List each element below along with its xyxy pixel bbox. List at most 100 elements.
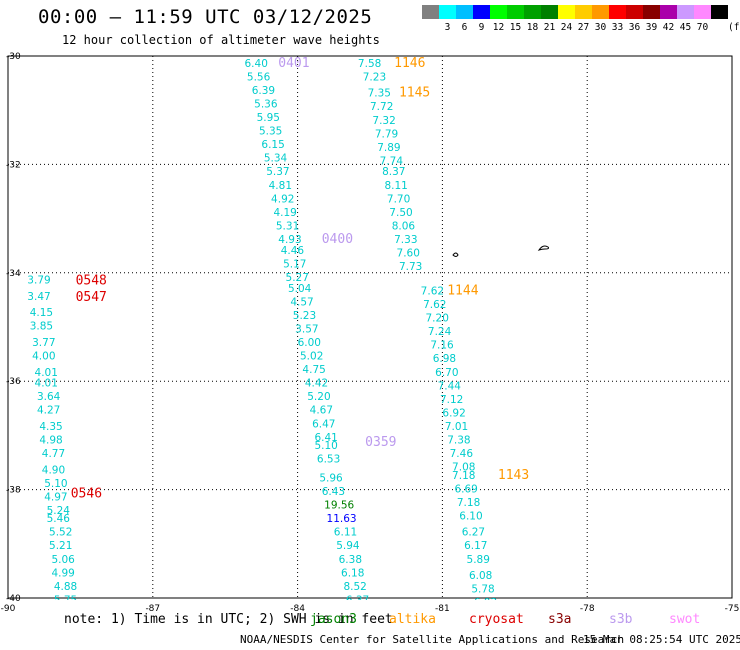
color-scale-label: 21 (543, 22, 556, 33)
wave-height-value: 7.79 (375, 128, 398, 140)
color-scale-label: 24 (560, 22, 573, 33)
wave-height-value: 4.99 (51, 567, 74, 579)
wave-height-value: 6.38 (339, 554, 362, 566)
wave-height-value: 7.35 (368, 88, 391, 100)
color-scale-label: 33 (611, 22, 624, 33)
wave-height-value: 7.23 (363, 71, 386, 83)
wave-height-value: 6.43 (322, 486, 345, 498)
wave-height-value: 7.33 (394, 234, 417, 246)
lat-tick-label: -38 (6, 486, 21, 496)
pass-time-label: 0400 (322, 232, 353, 247)
wave-height-value: 7.18 (452, 470, 475, 482)
wave-height-value: 4.92 (271, 193, 294, 205)
color-scale-label: 39 (645, 22, 658, 33)
wave-height-value: 7.46 (450, 448, 474, 460)
wave-height-value: 4.77 (42, 448, 65, 460)
satellite-label-s3a: s3a (548, 612, 572, 627)
credit-line: NOAA/NESDIS Center for Satellite Applica… (240, 633, 625, 646)
wave-height-value: 4.97 (44, 491, 67, 503)
map-frame (7, 55, 733, 599)
color-swatch (422, 5, 439, 19)
wave-height-value: 5.23 (293, 310, 316, 322)
wave-height-value: 3.57 (295, 323, 318, 335)
lon-tick-label: -90 (1, 604, 16, 614)
generated-timestamp: 15 Mar 08:25:54 UTC 2025 (583, 633, 740, 646)
color-swatch (456, 5, 473, 19)
color-swatch (575, 5, 592, 19)
wave-height-value: 6.10 (459, 510, 482, 522)
wave-height-value: 5.56 (247, 71, 271, 83)
wave-height-value: 6.18 (341, 567, 364, 579)
wave-height-value: 7.18 (457, 497, 480, 509)
wave-height-value: 4.00 (32, 351, 55, 363)
wave-height-value: 3.47 (27, 291, 50, 303)
wave-height-value: 6.41 (314, 432, 337, 444)
wave-height-value: 6.27 (462, 527, 485, 539)
wave-height-value: 5.89 (467, 554, 490, 566)
wave-height-value: 6.69 (454, 483, 477, 495)
wave-height-value: 4.90 (42, 464, 65, 476)
color-scale-label: 9 (478, 22, 485, 33)
color-swatch (643, 5, 660, 19)
wave-height-value: 3.77 (32, 337, 55, 349)
color-swatch (609, 5, 626, 19)
wave-height-value: 7.20 (426, 313, 449, 325)
wave-height-value: 6.40 (245, 58, 268, 70)
color-scale-label: 42 (662, 22, 675, 33)
wave-height-value: 7.60 (397, 248, 420, 260)
color-swatch (439, 5, 456, 19)
wave-height-value: 5.04 (288, 283, 312, 295)
color-scale-label: 30 (594, 22, 607, 33)
lon-tick-label: -78 (580, 604, 595, 614)
wave-height-value: 6.47 (312, 418, 335, 430)
wave-height-value: 4.81 (269, 180, 292, 192)
wave-height-value: 5.35 (259, 126, 282, 138)
pass-time-label: 0547 (76, 290, 107, 305)
wave-height-value: 4.15 (30, 307, 53, 319)
island-outline (452, 252, 459, 257)
wave-height-value: 5.20 (307, 391, 330, 403)
wave-height-value: 4.42 (305, 378, 328, 390)
color-swatch (524, 5, 541, 19)
wave-height-value: 7.01 (445, 421, 468, 433)
wave-height-value: 5.21 (49, 540, 72, 552)
pass-time-label: 1145 (399, 86, 430, 101)
lon-tick-label: -81 (435, 604, 450, 614)
wave-height-value: 7.44 (438, 380, 462, 392)
wave-height-value: 5.78 (471, 584, 494, 596)
wave-height-value: 6.92 (442, 407, 465, 419)
wave-height-value: 7.38 (447, 435, 470, 447)
satellite-label-jason3: jason3 (310, 612, 357, 627)
wave-height-value: 6.00 (298, 337, 321, 349)
pass-time-label: 0359 (365, 435, 396, 450)
wave-height-value: 8.06 (392, 220, 416, 232)
color-scale-label: 3 (444, 22, 451, 33)
wave-height-value: 4.88 (54, 581, 77, 593)
wave-height-value: 8.52 (343, 581, 366, 593)
wave-height-value: 5.52 (49, 527, 72, 539)
wave-height-value: 5.31 (276, 220, 299, 232)
wave-height-value: 5.10 (44, 478, 67, 490)
wave-height-value: 4.93 (278, 234, 301, 246)
satellite-label-swot: swot (669, 612, 701, 627)
wave-height-value: 4.67 (310, 405, 333, 417)
wave-height-value: 4.01 (35, 367, 58, 379)
color-scale-label: 18 (526, 22, 539, 33)
wave-height-value: 7.70 (387, 193, 410, 205)
color-swatch (677, 5, 694, 19)
color-scale-unit: (ft) (728, 22, 740, 33)
color-scale-label: 27 (577, 22, 590, 33)
color-scale-label: 12 (492, 22, 505, 33)
wave-height-value: 6.11 (334, 527, 357, 539)
wave-height-value: 7.32 (372, 115, 395, 127)
wave-height-value: 7.50 (389, 207, 412, 219)
wave-height-value: 5.10 (314, 440, 337, 452)
wave-height-value: 3.85 (30, 321, 53, 333)
wave-height-value: 11.63 (327, 513, 357, 525)
wave-height-value: 4.98 (39, 435, 62, 447)
wave-height-value: 6.37 (346, 594, 369, 606)
wave-height-value: 5.17 (283, 258, 306, 270)
color-swatch (490, 5, 507, 19)
wave-height-value: 8.11 (384, 180, 407, 192)
